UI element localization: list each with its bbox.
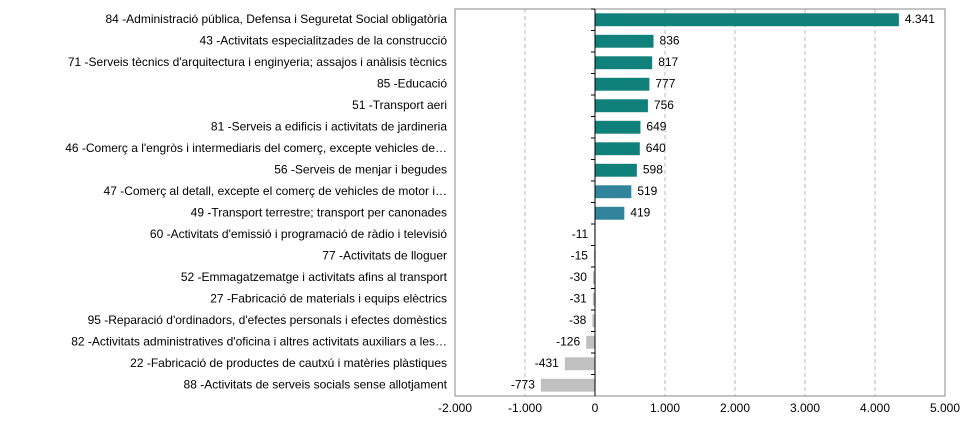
- bar: [595, 142, 640, 156]
- x-tick-label: 5.000: [930, 401, 960, 415]
- plot-border: [454, 8, 946, 397]
- value-label: -773: [511, 377, 535, 391]
- bar: [540, 378, 595, 392]
- value-label: 836: [660, 33, 680, 47]
- x-tick-label: 2.000: [720, 401, 750, 415]
- value-label: 756: [654, 98, 674, 112]
- value-label: -126: [556, 334, 580, 348]
- x-tick-label: 4.000: [860, 401, 890, 415]
- value-label: -31: [569, 291, 587, 305]
- category-label: 71 -Serveis tècnics d'arquitectura i eng…: [68, 55, 447, 69]
- x-tick-label: 0: [592, 401, 599, 415]
- value-label: 519: [637, 184, 657, 198]
- category-label: 43 -Activitats especialitzades de la con…: [200, 33, 448, 47]
- bar: [592, 271, 595, 285]
- bar: [595, 34, 654, 48]
- value-label: 640: [646, 141, 666, 155]
- bar: [593, 249, 595, 263]
- bar: [595, 185, 632, 199]
- bar: [595, 56, 653, 70]
- bar: [564, 357, 595, 371]
- category-label: 82 -Activitats administratives d'oficina…: [71, 334, 447, 348]
- category-label: 85 -Educació: [377, 76, 447, 90]
- category-label: 77 -Activitats de lloguer: [322, 248, 447, 262]
- bar: [595, 120, 641, 134]
- value-label: -431: [535, 356, 559, 370]
- category-label: 95 -Reparació d'ordinadors, d'efectes pe…: [88, 313, 447, 327]
- value-label: 649: [646, 119, 666, 133]
- bar: [586, 335, 595, 349]
- value-label: 419: [630, 205, 650, 219]
- bar: [592, 292, 595, 306]
- category-label: 47 -Comerç al detall, excepte el comerç …: [104, 184, 447, 198]
- value-label: 777: [655, 76, 675, 90]
- value-label: 598: [643, 162, 663, 176]
- category-label: 60 -Activitats d'emissió i programació d…: [150, 227, 447, 241]
- bar: [595, 206, 625, 220]
- bar: [595, 77, 650, 91]
- category-label: 81 -Serveis a edificis i activitats de j…: [211, 119, 447, 133]
- x-tick-label: 3.000: [790, 401, 820, 415]
- bar: [592, 314, 595, 328]
- category-label: 84 -Administració pública, Defensa i Seg…: [105, 12, 447, 26]
- x-tick-label: 1.000: [650, 401, 680, 415]
- category-label: 27 -Fabricació de materials i equips elè…: [210, 291, 447, 305]
- category-label: 56 -Serveis de menjar i begudes: [274, 162, 447, 176]
- value-label: -38: [569, 313, 587, 327]
- value-label: -11: [572, 227, 589, 241]
- bar: [595, 13, 899, 27]
- x-tick-label: -2.000: [438, 401, 472, 415]
- category-label: 51 -Transport aeri: [352, 98, 447, 112]
- category-label: 49 -Transport terrestre; transport per c…: [191, 205, 447, 219]
- value-label: 817: [658, 55, 678, 69]
- category-label: 52 -Emmagatzematge i activitats afins al…: [181, 270, 448, 284]
- category-label: 46 -Comerç a l'engròs i intermediaris de…: [65, 141, 447, 155]
- category-label: 88 -Activitats de serveis socials sense …: [184, 377, 448, 391]
- value-label: -30: [570, 270, 588, 284]
- value-label: -15: [571, 248, 589, 262]
- category-label: 22 -Fabricació de productes de cautxú i …: [130, 356, 447, 370]
- bar: [595, 99, 648, 113]
- x-tick-label: -1.000: [508, 401, 542, 415]
- value-label: 4.341: [905, 12, 935, 26]
- bar: [595, 163, 637, 177]
